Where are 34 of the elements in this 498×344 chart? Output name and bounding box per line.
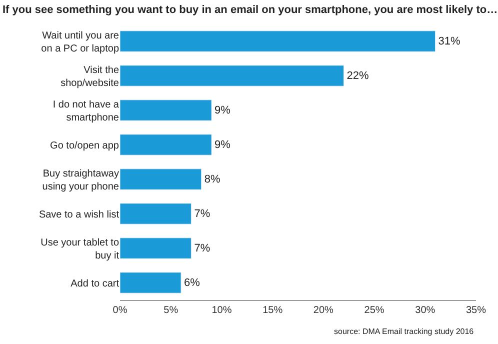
bar <box>120 30 436 52</box>
x-tick-label: 20% <box>313 305 334 316</box>
x-tick-label: 30% <box>415 305 436 316</box>
x-tick-label: 15% <box>262 305 283 316</box>
x-tick-label: 5% <box>164 305 178 316</box>
source-note: source: DMA Email tracking study 2016 <box>334 327 474 336</box>
bar <box>120 168 202 190</box>
y-tick-label: Add to cart <box>70 278 120 290</box>
data-label: 7% <box>194 242 210 254</box>
bar <box>120 65 344 86</box>
bar <box>120 238 192 259</box>
chart-title: If you see something you want to buy in an email on your smartphone, you are most likely to… <box>2 4 498 16</box>
y-tick-label: Use your tablet to buy it <box>40 237 120 262</box>
bar <box>120 134 212 156</box>
y-tick-label: Buy straightaway using your phone <box>42 168 120 192</box>
data-label: 22% <box>346 70 370 82</box>
data-label: 9% <box>214 104 231 116</box>
bar <box>120 100 212 121</box>
x-tick-label: 0% <box>112 305 128 316</box>
y-tick-label: Visit the shop/website <box>60 64 120 89</box>
x-tick-label: 10% <box>212 305 232 316</box>
data-label: 8% <box>204 173 220 186</box>
x-tick-label: 35% <box>466 305 486 316</box>
x-tick-label: 25% <box>364 305 384 316</box>
y-tick-label: Go to/open app <box>50 140 120 152</box>
y-tick-label: Save to a wish list <box>38 209 120 220</box>
bar <box>120 203 192 224</box>
data-label: 9% <box>214 138 231 151</box>
y-tick-label: Wait until you are on a PC or laptop <box>41 30 120 54</box>
data-label: 31% <box>438 35 461 48</box>
bar <box>120 272 182 294</box>
y-tick-label: I do not have a smartphone <box>52 99 120 124</box>
data-label: 6% <box>184 276 200 289</box>
data-label: 7% <box>194 208 210 220</box>
